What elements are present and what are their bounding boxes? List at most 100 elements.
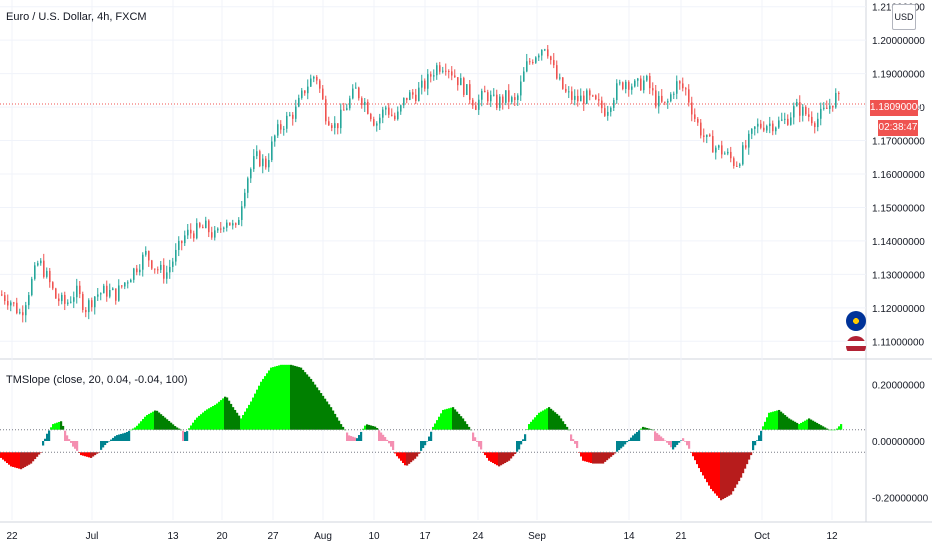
indicator-bar — [704, 452, 707, 479]
indicator-bar — [814, 421, 817, 430]
candle-body — [445, 70, 447, 72]
indicator-bar — [446, 408, 449, 430]
candle-body — [529, 61, 531, 63]
candle-body — [574, 95, 576, 100]
indicator-bar — [280, 364, 283, 430]
indicator-bar — [206, 409, 209, 430]
eu-flag-icon[interactable] — [846, 311, 866, 331]
indicator-bar — [690, 452, 693, 453]
indicator-bar — [620, 441, 623, 449]
indicator-bar — [500, 452, 503, 466]
indicator-bar — [536, 415, 539, 430]
indicator-bar — [584, 452, 587, 462]
candle-body — [811, 116, 813, 124]
candle-body — [232, 223, 234, 226]
price-tick-label: 1.20000000 — [872, 36, 925, 47]
candle-body — [748, 133, 750, 148]
us-flag-icon[interactable] — [846, 336, 866, 356]
indicator-bar — [806, 419, 809, 430]
indicator-bar — [374, 426, 377, 430]
indicator-bar — [762, 426, 765, 430]
indicator-bar — [234, 409, 237, 430]
indicator-bar — [710, 452, 713, 489]
indicator-bar — [712, 452, 715, 492]
candle-body — [199, 223, 201, 227]
indicator-bar — [784, 415, 787, 430]
indicator-bar — [342, 426, 345, 430]
time-tick-label: 10 — [368, 531, 380, 542]
indicator-bar — [526, 429, 529, 430]
candle-body — [400, 105, 402, 112]
indicator-bar — [6, 452, 9, 464]
indicator-bar — [560, 418, 563, 430]
indicator-bar — [60, 421, 63, 430]
candle-body — [658, 95, 660, 107]
candle-body — [79, 285, 81, 295]
indicator-bar — [792, 420, 795, 430]
indicator-bar — [504, 452, 507, 464]
indicator-bar — [572, 439, 575, 441]
indicator-bar — [376, 428, 379, 430]
candle-body — [679, 81, 681, 84]
candle-body — [772, 123, 774, 132]
indicator-bar — [272, 367, 275, 430]
candle-body — [94, 296, 96, 308]
indicator-bar — [382, 434, 385, 441]
indicator-bar — [350, 436, 353, 441]
candle-body — [406, 97, 408, 100]
candle-body — [505, 90, 507, 103]
candle-body — [352, 88, 354, 99]
candle-body — [328, 121, 330, 126]
indicator-bar — [596, 452, 599, 464]
indicator-bar — [348, 435, 351, 441]
indicator-bar — [218, 401, 221, 430]
indicator-bar — [798, 424, 801, 430]
candle-body — [301, 90, 303, 98]
indicator-bar — [346, 432, 349, 441]
indicator-bar — [498, 452, 501, 467]
indicator-bar — [402, 452, 405, 464]
candle-body — [823, 107, 825, 109]
price-tick-label: 1.17000000 — [872, 137, 925, 148]
candle-body — [541, 49, 543, 56]
candle-body — [814, 123, 816, 128]
candle-body — [451, 71, 453, 76]
time-tick-label: 24 — [472, 531, 484, 542]
indicator-bar — [592, 452, 595, 464]
indicator-bar — [820, 425, 823, 430]
indicator-bar — [754, 441, 757, 446]
indicator-title: TMSlope (close, 20, 0.04, -0.04, 100) — [6, 374, 188, 386]
indicator-bar — [250, 401, 253, 430]
indicator-bar — [294, 365, 297, 430]
indicator-bar — [668, 441, 671, 445]
currency-badge[interactable]: USD — [892, 4, 916, 30]
indicator-bar — [554, 412, 557, 430]
indicator-bar — [674, 441, 677, 448]
indicator-bar — [352, 436, 355, 441]
candle-body — [307, 86, 309, 94]
candle-body — [787, 118, 789, 125]
candle-body — [664, 101, 666, 103]
candle-body — [133, 268, 135, 280]
candle-body — [106, 285, 108, 297]
indicator-bar — [588, 452, 591, 463]
indicator-bar — [160, 414, 163, 430]
candle-body — [691, 102, 693, 115]
indicator-bar — [190, 425, 193, 430]
indicator-bar — [104, 441, 107, 446]
candle-body — [100, 293, 102, 295]
indicator-bar — [586, 452, 589, 462]
candle-body — [10, 302, 12, 306]
indicator-bar — [316, 387, 319, 430]
indicator-bar — [162, 415, 165, 430]
indicator-bar — [300, 367, 303, 430]
candle-body — [259, 151, 261, 167]
indicator-bar — [194, 419, 197, 430]
time-tick-label: 13 — [167, 531, 179, 542]
candle-body — [733, 158, 735, 166]
indicator-bar — [192, 422, 195, 430]
candle-body — [619, 82, 621, 84]
time-tick-label: Jul — [86, 531, 99, 542]
indicator-bar — [274, 366, 277, 430]
